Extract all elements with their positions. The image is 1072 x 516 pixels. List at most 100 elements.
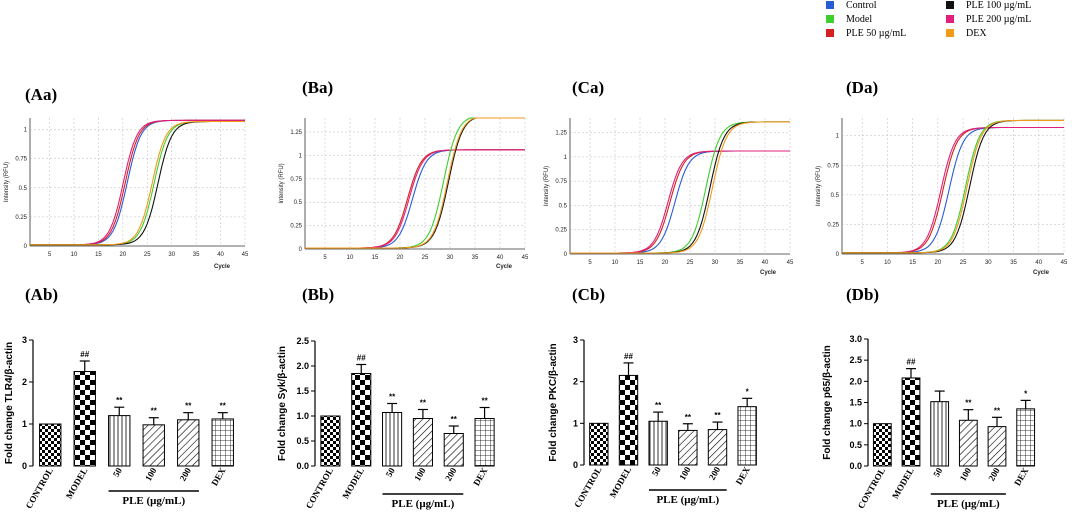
bar-model	[351, 373, 372, 467]
y-axis-label: Intensity (RFU)	[544, 166, 550, 206]
legend-label-ple-100-g-ml: PLE 100 µg/mL	[966, 0, 1031, 11]
x-tick-label: 20	[119, 252, 126, 258]
category-label-100: 100	[958, 466, 974, 483]
y-axis-label: Intensity (RFU)	[4, 162, 10, 202]
ple-group-label: PLE (μg/mL)	[392, 498, 455, 510]
significance-mark: ##	[624, 352, 633, 361]
legend-swatch-model	[826, 15, 834, 23]
category-label-200: 200	[707, 465, 723, 482]
bar-control	[39, 423, 62, 467]
category-label-control: CONTROL	[304, 466, 335, 510]
y-tick-label: 0.5	[849, 440, 862, 450]
category-label-control: CONTROL	[572, 465, 603, 509]
x-tick-label: 20	[662, 260, 669, 266]
curve-model	[305, 117, 525, 249]
x-tick-label: 35	[472, 255, 479, 261]
y-tick-label: 0.25	[15, 215, 27, 221]
y-tick-label: 0	[573, 460, 578, 470]
category-label-model: MODEL	[608, 465, 634, 499]
significance-mark: **	[151, 407, 158, 416]
y-tick-label: 0.25	[290, 224, 302, 230]
x-tick-label: 5	[861, 260, 865, 266]
category-label-50: 50	[384, 466, 397, 479]
x-tick-label: 45	[1061, 260, 1068, 266]
curve-model	[842, 119, 1064, 254]
legend-swatch-dex	[946, 29, 954, 37]
curve-dex	[842, 119, 1064, 254]
x-tick-label: 15	[637, 260, 644, 266]
y-tick-label: 0.0	[849, 461, 862, 471]
y-tick-label: 1.25	[555, 131, 567, 137]
y-axis-label: Fold change TLR4/β-actin	[4, 342, 15, 464]
bar-200	[443, 433, 464, 467]
y-tick-label: 0.5	[831, 193, 840, 199]
curve-dex	[305, 117, 525, 249]
category-label-dex: DEX	[209, 466, 227, 488]
bar-200	[987, 426, 1007, 467]
y-tick-label: 0.75	[827, 163, 839, 169]
y-tick-label: 0	[22, 461, 27, 471]
curve-ple-50-g-ml	[30, 119, 245, 246]
y-tick-label: 1.5	[296, 386, 309, 396]
y-tick-label: 1.0	[296, 411, 309, 421]
legend-swatch-ple-50-g-ml	[826, 29, 834, 37]
x-axis-label: Cycle	[496, 264, 513, 270]
legend-label-ple-200-g-ml: PLE 200 µg/mL	[966, 14, 1031, 25]
significance-mark: **	[220, 402, 227, 411]
legend-label-dex: DEX	[966, 28, 987, 39]
x-tick-label: 40	[497, 255, 504, 261]
bar-100	[412, 418, 433, 467]
y-tick-label: 0	[564, 252, 568, 258]
y-axis-label: Intensity (RFU)	[816, 166, 822, 206]
x-tick-label: 10	[71, 252, 78, 258]
x-tick-label: 10	[347, 255, 354, 261]
x-tick-label: 15	[95, 252, 102, 258]
category-label-control: CONTROL	[24, 466, 55, 510]
x-tick-label: 35	[737, 260, 744, 266]
y-tick-label: 0.25	[555, 228, 567, 234]
category-label-200: 200	[443, 466, 459, 483]
category-label-model: MODEL	[890, 466, 916, 500]
legend-swatch-ple-100-g-ml	[946, 1, 954, 9]
ple-group-label: PLE (μg/mL)	[656, 494, 719, 506]
ple-group-label: PLE (μg/mL)	[122, 495, 185, 507]
curve-ple-50-g-ml	[305, 149, 525, 249]
significance-mark: **	[420, 399, 427, 408]
y-tick-label: 0	[24, 244, 28, 250]
x-tick-label: 40	[1035, 260, 1042, 266]
category-label-100: 100	[143, 466, 159, 483]
category-label-dex: DEX	[471, 466, 489, 488]
x-axis-label: Cycle	[1033, 270, 1050, 276]
panel-label: (Ab)	[25, 285, 58, 304]
bar-dex	[211, 418, 234, 467]
x-tick-label: 45	[242, 252, 249, 258]
bar-50	[382, 412, 403, 467]
category-label-200: 200	[178, 466, 194, 483]
panel-label: (Bb)	[302, 285, 334, 304]
significance-mark: **	[481, 397, 488, 406]
bar-chart-cb: (Cb) 0 1 2 3 Fold change PKC/β-actin CONTROL ##…	[548, 285, 757, 509]
legend-label-model: Model	[846, 14, 872, 25]
x-tick-label: 20	[397, 255, 404, 261]
curve-control	[305, 149, 525, 249]
x-tick-label: 5	[48, 252, 52, 258]
significance-mark: ##	[907, 358, 916, 367]
significance-mark: *	[1024, 389, 1028, 398]
y-tick-label: 1	[22, 419, 27, 429]
x-tick-label: 35	[1010, 260, 1017, 266]
x-tick-label: 15	[372, 255, 379, 261]
x-tick-label: 30	[168, 252, 175, 258]
x-tick-label: 20	[935, 260, 942, 266]
y-tick-label: 3	[22, 335, 27, 345]
curve-ple-100-g-ml	[570, 121, 790, 254]
y-tick-label: 1	[564, 155, 568, 161]
bar-50	[930, 401, 950, 467]
significance-mark: **	[685, 413, 692, 422]
category-label-control: CONTROL	[856, 466, 887, 510]
legend-label-ple-50-g-ml: PLE 50 µg/mL	[846, 28, 906, 39]
category-label-50: 50	[111, 466, 124, 479]
bar-model	[901, 377, 921, 467]
y-tick-label: 0.75	[290, 177, 302, 183]
